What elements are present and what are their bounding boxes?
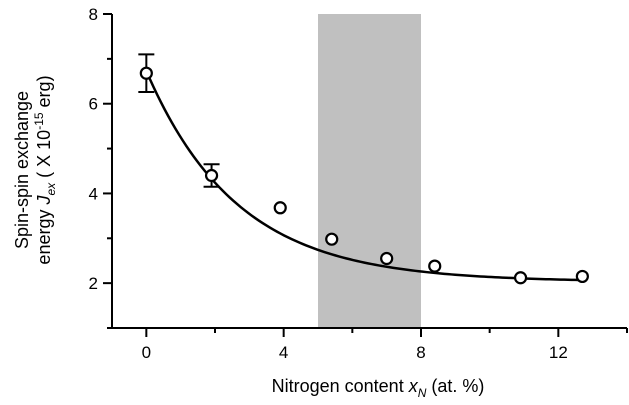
x-tick-label: 12 [549,343,568,362]
data-points [138,53,589,285]
y-axis-title-line2: energy Jex ( X 10-15 erg) [32,75,58,264]
data-point [575,269,589,284]
shaded-region-layer [318,14,421,328]
y-tick-label: 6 [89,95,98,114]
x-axis-title: Nitrogen content xN (at. %) [272,376,485,400]
y-tick-label: 4 [89,184,98,203]
shaded-region [318,14,421,328]
data-point [273,201,287,215]
data-point [139,66,153,80]
x-tick-label: 8 [416,343,425,362]
data-point [380,251,394,266]
data-point [513,271,528,285]
x-tick-label: 0 [142,343,151,362]
axes [111,14,627,329]
y-axis-title: Spin-spin exchange energy Jex ( X 10-15 … [12,75,58,264]
data-point [325,232,339,246]
y-tick-label: 2 [89,274,98,293]
x-tick-label: 4 [279,343,288,362]
ticks: 0 4 8 12 2 4 6 8 [89,5,628,362]
y-axis-title-line1: Spin-spin exchange [12,91,32,249]
data-point [204,168,219,183]
data-point [428,259,442,273]
y-tick-label: 8 [89,5,98,24]
